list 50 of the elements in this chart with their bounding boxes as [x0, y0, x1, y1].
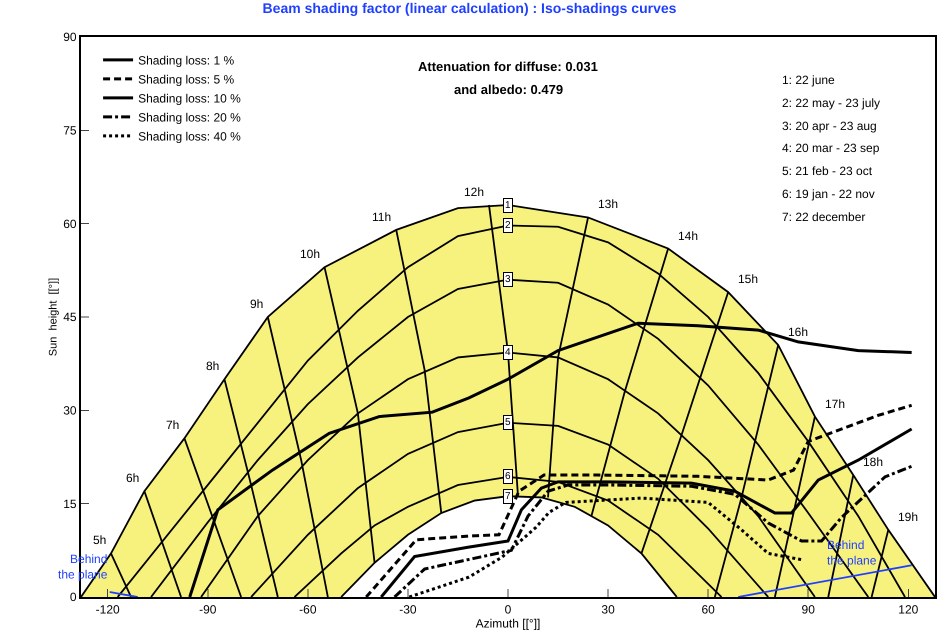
annotation: 14h	[678, 229, 698, 243]
legend-label: Shading loss: 10 %	[138, 92, 242, 106]
annotation: and albedo: 0.479	[454, 82, 564, 97]
legend-label: Shading loss: 1 %	[138, 54, 234, 68]
annotation: 12h	[464, 185, 484, 199]
x-tick-label: 30	[601, 602, 616, 616]
annotation: 9h	[250, 297, 264, 311]
y-tick-label: 15	[63, 496, 77, 511]
x-tick-label: 90	[802, 602, 816, 616]
x-tick-label: -60	[299, 602, 317, 616]
x-tick-label: 60	[701, 602, 716, 616]
annotation: 1	[505, 200, 511, 211]
annotation: 6: 19 jan - 22 nov	[782, 187, 875, 201]
y-tick-label: 75	[63, 124, 77, 138]
x-tick-label: -30	[399, 602, 417, 616]
annotation: 5h	[93, 533, 106, 547]
y-tick-label: 45	[63, 310, 77, 324]
y-tick-label: 30	[63, 404, 77, 418]
x-tick-label: 120	[898, 602, 919, 616]
annotation: 19h	[898, 510, 918, 524]
annotation: 7	[505, 491, 511, 502]
x-tick-label: -120	[96, 602, 120, 616]
annotation: 8h	[206, 359, 220, 373]
annotation: 10h	[300, 247, 320, 261]
legend-label: Shading loss: 5 %	[138, 72, 234, 87]
y-axis-title: Sun height [[°]]	[47, 278, 60, 356]
legend-label: Shading loss: 40 %	[138, 130, 242, 144]
annotation: 11h	[372, 210, 392, 224]
annotation: 13h	[598, 197, 618, 211]
annotation: Attenuation for diffuse: 0.031	[418, 59, 598, 74]
x-axis-title: Azimuth [[°]]	[476, 616, 540, 630]
y-tick-label: 90	[63, 30, 77, 44]
annotation: 7h	[166, 418, 180, 432]
y-tick-label: 0	[70, 590, 77, 604]
annotation: 1: 22 june	[782, 73, 836, 87]
chart-title: Beam shading factor (linear calculation) : Iso-shadings curves	[262, 0, 677, 16]
annotation: 17h	[825, 397, 846, 411]
x-tick-label: -90	[199, 602, 217, 616]
annotation: 7: 22 december	[782, 210, 866, 224]
x-tick-label: 0	[504, 602, 512, 616]
annotation: 3: 20 apr - 23 aug	[782, 119, 877, 133]
annotation: 5: 21 feb - 23 oct	[782, 164, 873, 178]
annotation: 6h	[126, 471, 140, 485]
annotation: 15h	[738, 272, 758, 286]
annotation: 4: 20 mar - 23 sep	[782, 141, 880, 155]
annotation: 2: 22 may - 23 july	[782, 96, 880, 110]
y-tick-label: 60	[63, 216, 77, 231]
annotation: 16h	[788, 325, 808, 339]
legend-label: Shading loss: 20 %	[138, 110, 242, 125]
annotation: 18h	[863, 455, 884, 469]
